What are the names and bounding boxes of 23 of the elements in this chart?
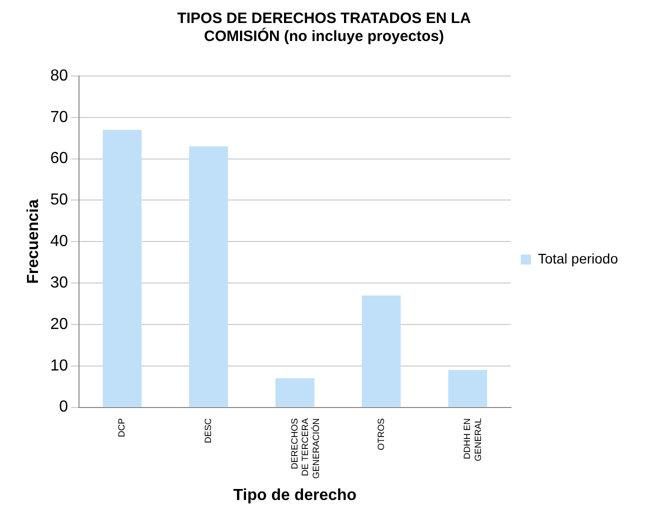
x-tick-label: DESC [203, 418, 214, 444]
x-tick-label: DERECHOS DE TERCERA GENERACIÓN [289, 418, 321, 479]
y-tick-label: 0 [59, 398, 68, 416]
y-tick-label: 40 [50, 233, 68, 250]
bar [362, 295, 401, 407]
x-tick-label: OTROS [376, 418, 386, 450]
x-tick-label: DDHH EN GENERAL [462, 418, 483, 462]
y-tick-label: 20 [50, 316, 68, 333]
bar [189, 146, 228, 407]
y-tick-label: 70 [50, 108, 68, 126]
bar [275, 378, 314, 407]
chart-title: TIPOS DE DERECHOS TRATADOS EN LA COMISIÓN (no incluye proyectos) [177, 10, 471, 46]
x-axis-title: Tipo de derecho [233, 486, 357, 504]
bar [102, 130, 142, 407]
y-tick-label: 50 [50, 192, 68, 209]
y-tick-label: 30 [50, 274, 68, 292]
y-tick-label: 60 [50, 150, 68, 168]
bar [448, 370, 488, 407]
y-tick-label: 80 [50, 67, 68, 84]
legend-label: Total periodo [538, 250, 618, 266]
y-tick-label: 10 [50, 357, 68, 374]
y-axis-title: Frecuencia [25, 199, 42, 284]
x-tick-label: DCP [116, 418, 127, 438]
